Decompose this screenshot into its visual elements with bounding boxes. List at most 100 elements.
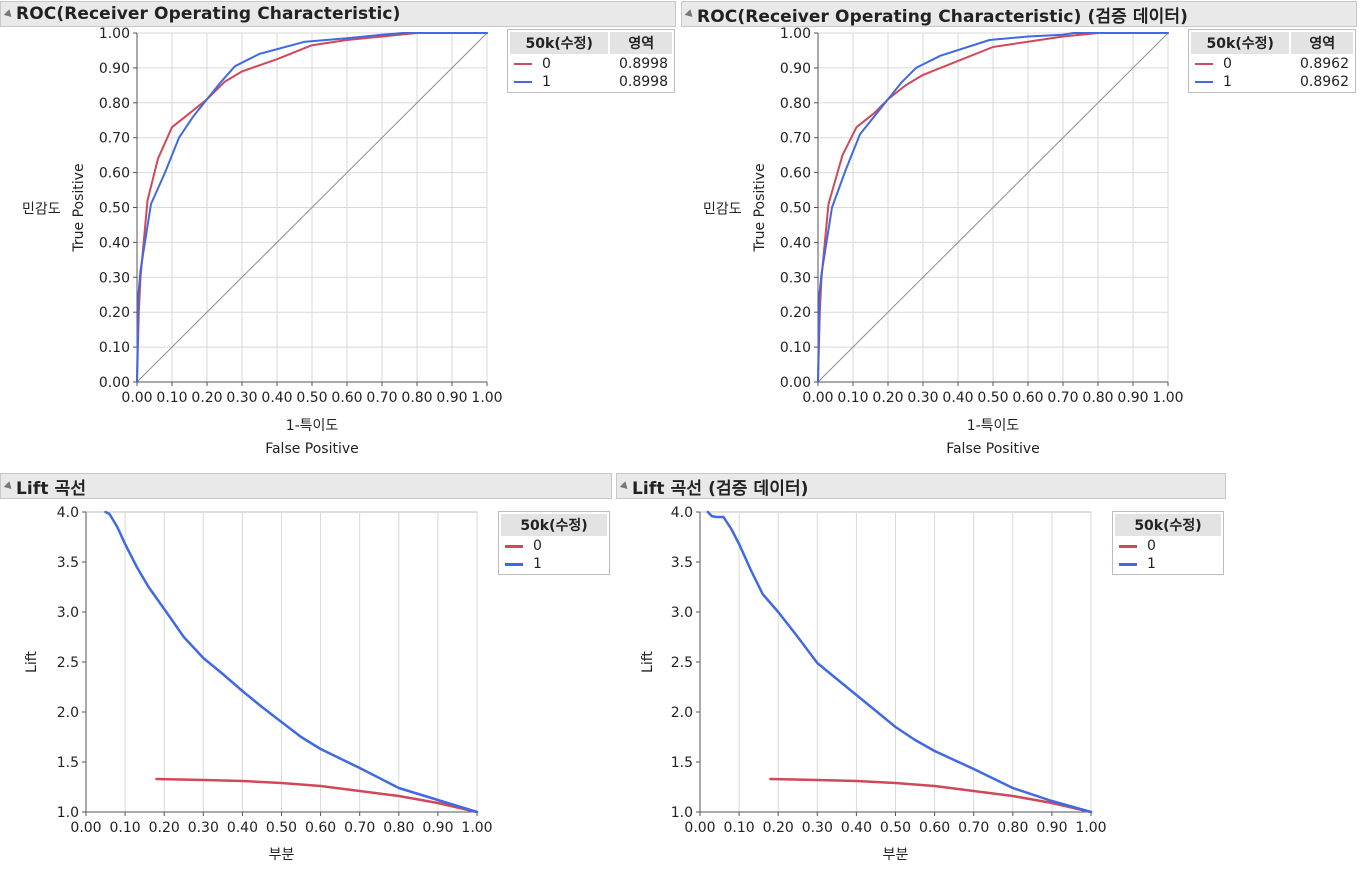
- y-axis-label: 민감도: [703, 202, 742, 218]
- y-tick-label: 1.5: [671, 755, 693, 771]
- x-tick-label: 0.90: [1036, 820, 1067, 836]
- y-tick-label: 3.0: [57, 605, 79, 621]
- x-tick-label: 0.30: [907, 390, 938, 406]
- y-tick-label: 1.00: [99, 26, 130, 42]
- y-tick-label: 0.40: [99, 235, 130, 251]
- series-0-line: [136, 32, 488, 383]
- roc-train-legend: 50k(수정) 영역 0 0.8998 1 0.8998: [507, 29, 675, 93]
- x-tick-label: 0.40: [841, 820, 872, 836]
- legend-level: 1: [542, 74, 551, 90]
- y-tick-label: 3.5: [57, 555, 79, 571]
- lift-train-chart: 0.00 0.10 0.20 0.30 0.40 0.50 0.60 0.70 0.80 0.90…: [24, 505, 493, 863]
- legend-area: 0.8962: [1300, 56, 1349, 72]
- x-tick-label: 0.10: [837, 390, 868, 406]
- x-tick-label: 0.30: [226, 390, 257, 406]
- series-1-line: [817, 32, 1169, 383]
- disclosure-triangle-icon[interactable]: [684, 8, 696, 20]
- x-tick-label: 0.20: [191, 390, 222, 406]
- x-axis-label: 1-특이도: [967, 418, 1020, 434]
- y-tick-label: 1.0: [57, 805, 79, 821]
- lift-valid-title: Lift 곡선 (검증 데이터): [632, 478, 809, 499]
- legend-row[interactable]: 1 0.8962: [1191, 74, 1353, 90]
- x-tick-label: 0.90: [422, 820, 453, 836]
- roc-train-header[interactable]: ROC(Receiver Operating Characteristic): [0, 1, 676, 27]
- legend-row[interactable]: 0 0.8998: [510, 56, 672, 72]
- y-tick-label: 4.0: [57, 505, 79, 521]
- x-tick-label: 0.00: [802, 390, 833, 406]
- x-tick-label: 1.00: [1075, 820, 1106, 836]
- diagonal-reference-line: [817, 32, 1169, 383]
- lift-valid-legend: 50k(수정) 0 1: [1112, 511, 1224, 575]
- y-tick-label: 0.60: [780, 166, 811, 182]
- x-tick-label: 0.00: [121, 390, 152, 406]
- series-0-swatch: [505, 544, 523, 548]
- y-tick-label: 2.5: [671, 655, 693, 671]
- legend-area: 0.8998: [619, 74, 668, 90]
- x-tick-label: 1.00: [1152, 390, 1183, 406]
- x-tick-label: 0.30: [188, 820, 219, 836]
- y-tick-label: 0.70: [99, 131, 130, 147]
- disclosure-triangle-icon[interactable]: [3, 8, 15, 20]
- roc-valid-chart: 0.00 0.10 0.20 0.30 0.40 0.50 0.60 0.70 0.80 0.90…: [703, 26, 1184, 457]
- x-axis-label: 부분: [269, 847, 295, 863]
- x-tick-label: 0.40: [261, 390, 292, 406]
- x-axis-label-secondary: False Positive: [265, 441, 359, 457]
- series-1-line: [104, 510, 479, 814]
- y-tick-label: 0.80: [99, 96, 130, 112]
- x-tick-label: 0.00: [684, 820, 715, 836]
- series-1-swatch: [505, 562, 523, 566]
- legend-row[interactable]: 1: [501, 556, 607, 572]
- x-tick-label: 0.50: [266, 820, 297, 836]
- legend-row[interactable]: 0: [501, 538, 607, 554]
- y-tick-label: 2.5: [57, 655, 79, 671]
- y-tick-label: 4.0: [671, 505, 693, 521]
- y-tick-label: 0.00: [99, 375, 130, 391]
- x-tick-label: 0.30: [802, 820, 833, 836]
- legend-header-level: 50k(수정): [510, 32, 609, 54]
- legend-level: 1: [533, 556, 542, 572]
- x-tick-label: 0.80: [997, 820, 1028, 836]
- y-tick-label: 0.10: [780, 340, 811, 356]
- series-0-swatch: [1195, 63, 1213, 65]
- x-tick-label: 0.20: [872, 390, 903, 406]
- legend-row[interactable]: 0: [1115, 538, 1221, 554]
- x-tick-label: 0.10: [110, 820, 141, 836]
- x-tick-label: 1.00: [471, 390, 502, 406]
- y-tick-label: 1.0: [671, 805, 693, 821]
- x-tick-label: 0.70: [958, 820, 989, 836]
- series-1-swatch: [1195, 81, 1213, 83]
- disclosure-triangle-icon[interactable]: [3, 480, 15, 492]
- series-1-line: [136, 32, 488, 383]
- series-0-line: [769, 777, 1093, 814]
- legend-row[interactable]: 1: [1115, 556, 1221, 572]
- x-tick-label: 0.50: [880, 820, 911, 836]
- disclosure-triangle-icon[interactable]: [619, 480, 631, 492]
- y-tick-label: 0.40: [780, 235, 811, 251]
- y-tick-label: 0.60: [99, 166, 130, 182]
- y-tick-label: 0.30: [99, 270, 130, 286]
- legend-row[interactable]: 1 0.8998: [510, 74, 672, 90]
- roc-valid-header[interactable]: ROC(Receiver Operating Characteristic) (…: [681, 1, 1357, 27]
- series-1-swatch: [1119, 562, 1137, 566]
- legend-level: 0: [533, 538, 542, 554]
- series-0-line: [817, 32, 1169, 383]
- y-tick-label: 0.90: [780, 61, 811, 77]
- y-tick-label: 2.0: [57, 705, 79, 721]
- series-0-swatch: [514, 63, 532, 65]
- roc-valid-legend: 50k(수정) 영역 0 0.8962 1 0.8962: [1188, 29, 1356, 93]
- lift-train-header[interactable]: Lift 곡선: [0, 473, 612, 499]
- legend-row[interactable]: 0 0.8962: [1191, 56, 1353, 72]
- legend-area: 0.8998: [619, 56, 668, 72]
- x-tick-label: 0.90: [1117, 390, 1148, 406]
- y-axis-label: Lift: [24, 651, 40, 673]
- legend-header-level: 50k(수정): [501, 514, 607, 536]
- x-tick-label: 0.20: [763, 820, 794, 836]
- lift-valid-header[interactable]: Lift 곡선 (검증 데이터): [616, 473, 1226, 499]
- series-1-swatch: [514, 81, 532, 83]
- y-axis-label-secondary: True Positive: [752, 163, 768, 252]
- y-tick-label: 1.5: [57, 755, 79, 771]
- roc-train-chart: 0.00 0.10 0.20 0.30 0.40 0.50 0.60 0.70 0.80 0.90…: [22, 26, 503, 457]
- diagonal-reference-line: [136, 32, 488, 383]
- legend-header-level: 50k(수정): [1191, 32, 1290, 54]
- x-tick-label: 0.50: [977, 390, 1008, 406]
